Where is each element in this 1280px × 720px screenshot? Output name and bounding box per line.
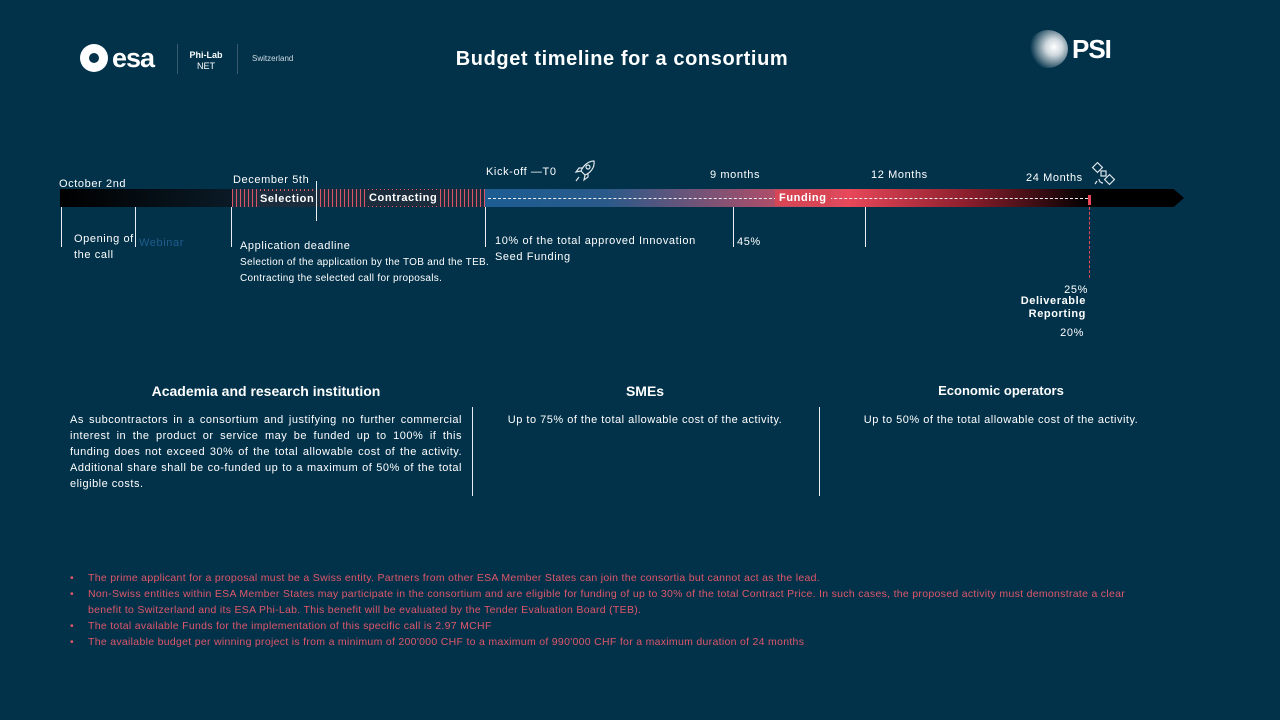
event-opening: Opening of the call xyxy=(74,233,134,261)
pre-selection-segment xyxy=(60,189,232,207)
column-title-smes: SMEs xyxy=(625,383,665,399)
event-webinar[interactable]: Webinar xyxy=(139,237,184,249)
event-contracting-desc: Contracting the selected call for propos… xyxy=(240,273,443,284)
note-item: The prime applicant for a proposal must … xyxy=(70,570,1140,586)
phase-selection: Selection xyxy=(258,191,317,207)
switzerland-label: Switzerland xyxy=(252,54,294,63)
logo-divider xyxy=(237,44,238,74)
end-marker xyxy=(1088,195,1091,205)
column-text-smes: Up to 75% of the total allowable cost of… xyxy=(507,414,783,426)
end-arrow xyxy=(1090,189,1184,207)
tick-kickoff xyxy=(485,207,486,247)
tick-contracting xyxy=(316,181,317,221)
notes-list: The prime applicant for a proposal must … xyxy=(70,570,1140,650)
note-item: Non-Swiss entities within ESA Member Sta… xyxy=(70,586,1140,618)
date-december: December 5th xyxy=(233,174,310,186)
event-final-pct1: 25% xyxy=(1064,284,1088,296)
column-text-economic: Up to 50% of the total allowable cost of… xyxy=(863,414,1139,426)
date-kickoff: Kick-off —T0 xyxy=(486,166,557,178)
esa-logo: esa xyxy=(80,44,155,72)
page-title: Budget timeline for a consortium xyxy=(455,48,789,70)
column-divider xyxy=(472,407,473,496)
tick-9months xyxy=(733,207,734,247)
date-9months: 9 months xyxy=(710,169,761,181)
phase-funding: Funding xyxy=(775,190,831,206)
column-text-academia: As subcontractors in a consortium and ju… xyxy=(70,414,462,490)
tick-webinar xyxy=(135,207,136,247)
event-reporting: Reporting xyxy=(1028,308,1086,320)
event-selection-desc: Selection of the application by the TOB … xyxy=(240,257,490,268)
event-9months-pct: 45% xyxy=(737,236,761,248)
satellite-icon xyxy=(1091,161,1116,186)
date-12months: 12 Months xyxy=(871,169,928,181)
esa-logo-mark-icon xyxy=(80,44,108,72)
psi-logo: PSI xyxy=(1028,30,1112,68)
tick-opening xyxy=(61,207,62,247)
tick-24months xyxy=(1089,207,1090,278)
event-kickoff-desc: 10% of the total approved Innovation See… xyxy=(495,235,696,263)
note-item: The total available Funds for the implem… xyxy=(70,618,1140,634)
tick-12months xyxy=(865,207,866,247)
column-title-economic: Economic operators xyxy=(938,383,1064,398)
philab-logo: Phi-Lab NET xyxy=(189,50,223,71)
note-item: The available budget per winning project… xyxy=(70,634,1140,650)
tick-deadline xyxy=(231,207,232,247)
column-title-academia: Academia and research institution xyxy=(151,383,381,399)
event-final-pct2: 20% xyxy=(1060,327,1084,339)
event-deadline: Application deadline xyxy=(240,240,351,252)
psi-logo-sphere-icon xyxy=(1028,30,1068,68)
logo-divider xyxy=(177,44,178,74)
event-deliverable: Deliverable xyxy=(1020,295,1086,307)
date-24months: 24 Months xyxy=(1026,172,1083,184)
date-october: October 2nd xyxy=(59,178,127,190)
column-divider xyxy=(819,407,820,496)
rocket-icon xyxy=(574,160,595,182)
phase-contracting: Contracting xyxy=(367,190,440,206)
